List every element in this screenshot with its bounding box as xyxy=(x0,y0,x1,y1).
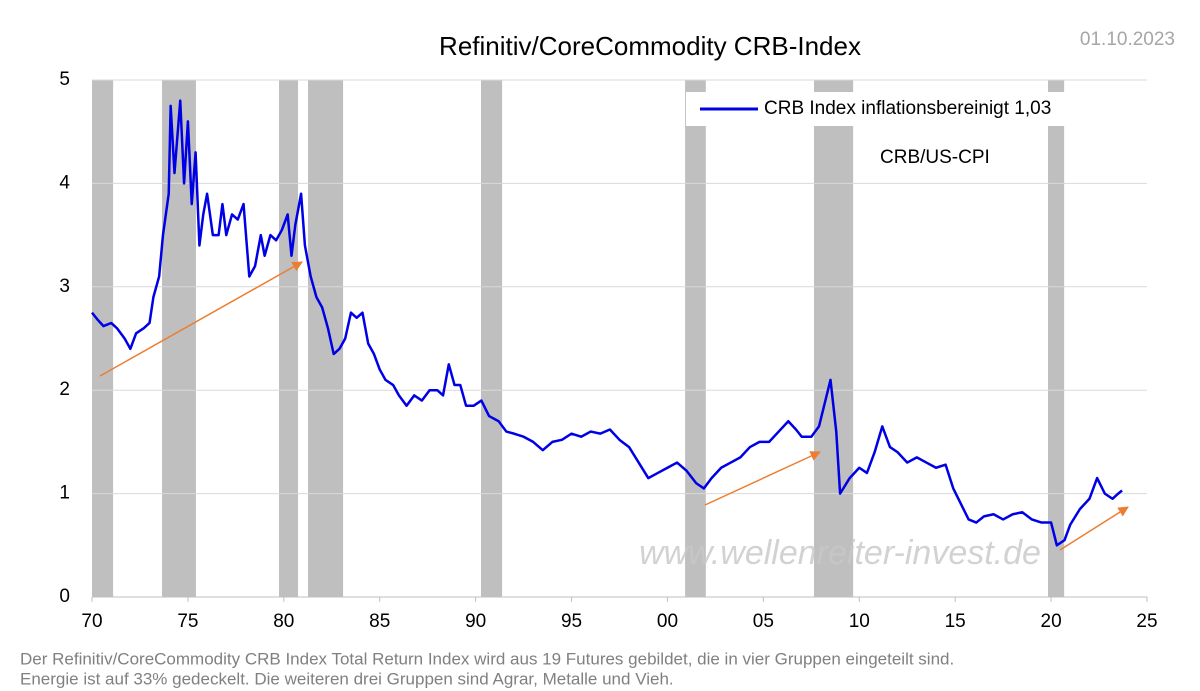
date: 01.10.2023 xyxy=(1080,29,1175,50)
footnote: Energie ist auf 33% gedeckelt. Die weite… xyxy=(20,669,674,688)
arrow xyxy=(704,451,821,506)
x-tick-label: 80 xyxy=(273,611,294,632)
recession-band xyxy=(685,80,706,597)
recession-band xyxy=(92,80,114,597)
y-tick-label: 1 xyxy=(59,483,70,504)
arrow xyxy=(1059,506,1129,551)
legend-box xyxy=(686,92,1146,126)
recession-band xyxy=(279,80,299,597)
x-tick-label: 10 xyxy=(849,611,870,632)
y-tick-label: 4 xyxy=(59,172,70,193)
x-tick-label: 95 xyxy=(561,611,582,632)
arrow xyxy=(99,261,303,377)
y-tick-label: 3 xyxy=(59,276,70,297)
recession-band xyxy=(307,80,344,597)
x-tick-label: 90 xyxy=(465,611,486,632)
x-tick-label: 15 xyxy=(945,611,966,632)
y-tick-label: 2 xyxy=(59,379,70,400)
legend-label: CRB Index inflationsbereinigt 1,03 xyxy=(764,98,1051,119)
x-tick-label: 75 xyxy=(177,611,198,632)
y-tick-label: 5 xyxy=(59,69,70,90)
footnote: Der Refinitiv/CoreCommodity CRB Index To… xyxy=(20,649,954,668)
recession-band xyxy=(1048,80,1065,597)
x-tick-label: 05 xyxy=(753,611,774,632)
x-tick-label: 25 xyxy=(1136,611,1157,632)
chart-title: Refinitiv/CoreCommodity CRB-Index xyxy=(439,31,861,61)
x-tick-label: 20 xyxy=(1041,611,1062,632)
x-tick-label: 70 xyxy=(81,611,102,632)
x-tick-label: 85 xyxy=(369,611,390,632)
annotation: CRB/US-CPI xyxy=(880,147,990,168)
y-tick-label: 0 xyxy=(59,586,70,607)
watermark: www.wellenreiter-invest.de xyxy=(639,534,1041,572)
recession-band xyxy=(481,80,503,597)
series-line xyxy=(91,99,1123,547)
recession-band xyxy=(814,80,854,597)
x-tick-label: 00 xyxy=(657,611,678,632)
